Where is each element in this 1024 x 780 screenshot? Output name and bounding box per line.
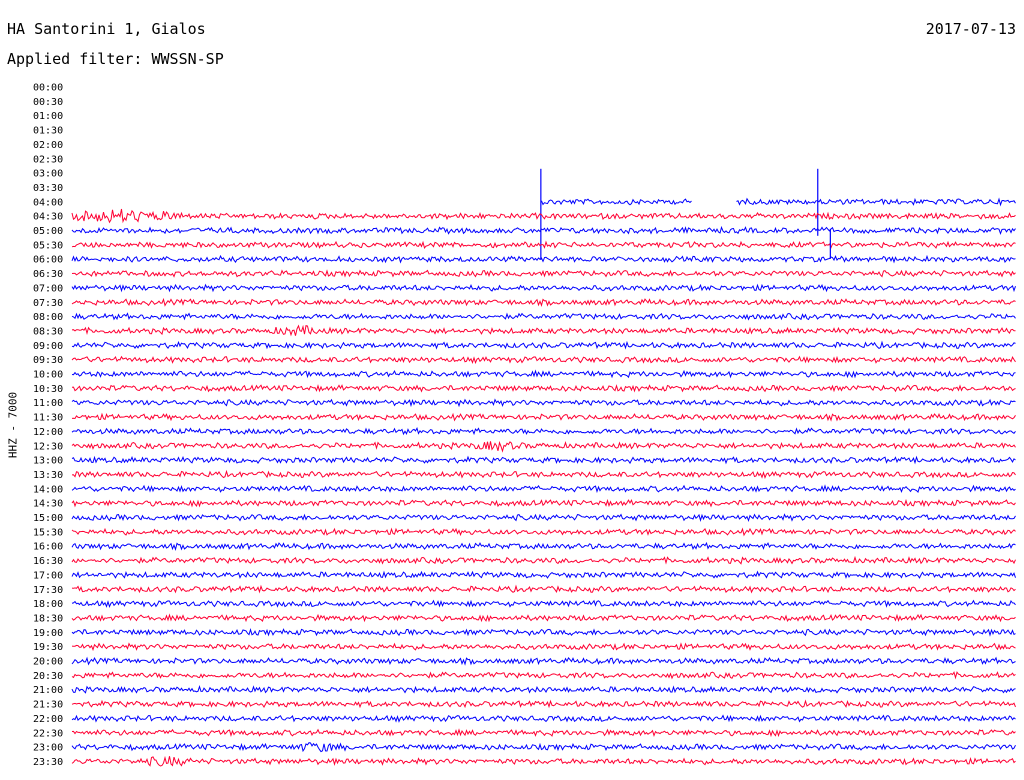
tick-label-1100: 11:00 bbox=[33, 398, 63, 409]
trace-1030 bbox=[71, 384, 1016, 393]
trace-1130 bbox=[71, 412, 1016, 422]
trace-1600 bbox=[71, 541, 1016, 551]
trace-1330 bbox=[71, 469, 1016, 479]
tick-label-1200: 12:00 bbox=[33, 427, 63, 438]
tick-label-1430: 14:30 bbox=[33, 499, 63, 510]
trace-1400 bbox=[71, 484, 1016, 494]
tick-label-0800: 08:00 bbox=[33, 312, 63, 323]
tick-label-1300: 13:00 bbox=[33, 456, 63, 467]
trace-1430 bbox=[71, 498, 1016, 508]
trace-1630 bbox=[71, 555, 1016, 565]
tick-label-0300: 03:00 bbox=[33, 169, 63, 180]
trace-0600 bbox=[71, 254, 1016, 264]
tick-label-2100: 21:00 bbox=[33, 685, 63, 696]
trace-2230 bbox=[71, 728, 1016, 738]
trace-2300 bbox=[71, 742, 1016, 753]
trace-2130 bbox=[71, 699, 1016, 709]
trace-2000 bbox=[71, 656, 1016, 666]
tick-label-1930: 19:30 bbox=[33, 642, 63, 653]
tick-label-2000: 20:00 bbox=[33, 657, 63, 668]
tick-label-0400: 04:00 bbox=[33, 197, 63, 208]
tick-label-0130: 01:30 bbox=[33, 126, 63, 137]
trace-0530 bbox=[71, 240, 1016, 249]
tick-label-1800: 18:00 bbox=[33, 599, 63, 610]
tick-label-1230: 12:30 bbox=[33, 441, 63, 452]
tick-label-1500: 15:00 bbox=[33, 513, 63, 524]
trace-1300 bbox=[71, 455, 1016, 465]
tick-label-0930: 09:30 bbox=[33, 355, 63, 366]
tick-label-0830: 08:30 bbox=[33, 326, 63, 337]
tick-label-1330: 13:30 bbox=[33, 470, 63, 481]
tick-label-1530: 15:30 bbox=[33, 527, 63, 538]
trace-2100 bbox=[71, 684, 1016, 694]
trace-1530 bbox=[71, 527, 1016, 537]
trace-0730 bbox=[71, 297, 1016, 307]
trace-1000 bbox=[71, 369, 1016, 379]
tick-label-0630: 06:30 bbox=[33, 269, 63, 280]
tick-label-1900: 19:00 bbox=[33, 628, 63, 639]
trace-1930 bbox=[71, 642, 1016, 652]
trace-1700 bbox=[71, 570, 1016, 579]
tick-label-0000: 00:00 bbox=[33, 83, 63, 94]
trace-1230 bbox=[71, 440, 1016, 453]
tick-label-1130: 11:30 bbox=[33, 413, 63, 424]
tick-label-1600: 16:00 bbox=[33, 542, 63, 553]
tick-label-0730: 07:30 bbox=[33, 298, 63, 309]
tick-label-2230: 22:30 bbox=[33, 728, 63, 739]
trace-0700 bbox=[71, 283, 1016, 293]
filter-label: Applied filter: WWSSN-SP bbox=[7, 50, 224, 68]
tick-label-0200: 02:00 bbox=[33, 140, 63, 151]
trace-1830 bbox=[71, 613, 1016, 623]
tick-label-2300: 23:00 bbox=[33, 743, 63, 754]
tick-label-2330: 23:30 bbox=[33, 757, 63, 768]
seismic-traces bbox=[71, 168, 1016, 767]
date-label: 2017-07-13 bbox=[925, 20, 1016, 38]
trace-1730 bbox=[71, 584, 1016, 594]
trace-0930 bbox=[71, 355, 1016, 365]
tick-label-0600: 06:00 bbox=[33, 255, 63, 266]
trace-2330 bbox=[71, 755, 1016, 767]
trace-0630 bbox=[71, 269, 1016, 278]
tick-label-0500: 05:00 bbox=[33, 226, 63, 237]
trace-1200 bbox=[71, 427, 1016, 436]
tick-label-0030: 00:30 bbox=[33, 97, 63, 108]
trace-1500 bbox=[71, 513, 1016, 523]
time-tick-labels: 00:00 00:30 01:00 01:30 02:00 02:30 03:00 03:30… bbox=[33, 83, 63, 768]
tick-label-0100: 01:00 bbox=[33, 111, 63, 122]
trace-0400 bbox=[541, 197, 1016, 207]
tick-label-0700: 07:00 bbox=[33, 283, 63, 294]
tick-label-2200: 22:00 bbox=[33, 714, 63, 725]
tick-label-1400: 14:00 bbox=[33, 484, 63, 495]
trace-0900 bbox=[71, 340, 1016, 350]
trace-0830 bbox=[71, 324, 1016, 337]
station-title: HA Santorini 1, Gialos bbox=[7, 20, 206, 38]
tick-label-0530: 05:30 bbox=[33, 240, 63, 251]
tick-label-1630: 16:30 bbox=[33, 556, 63, 567]
tick-label-1830: 18:30 bbox=[33, 613, 63, 624]
trace-2030 bbox=[71, 671, 1016, 680]
tick-label-0230: 02:30 bbox=[33, 154, 63, 165]
tick-label-1700: 17:00 bbox=[33, 570, 63, 581]
tick-label-0330: 03:30 bbox=[33, 183, 63, 194]
tick-label-2030: 20:30 bbox=[33, 671, 63, 682]
tick-label-0430: 04:30 bbox=[33, 212, 63, 223]
trace-0500 bbox=[71, 225, 1016, 235]
trace-1100 bbox=[71, 398, 1016, 408]
trace-0430 bbox=[71, 208, 1016, 224]
trace-0800 bbox=[71, 312, 1016, 321]
tick-label-2130: 21:30 bbox=[33, 700, 63, 711]
trace-2200 bbox=[71, 714, 1016, 723]
tick-label-1030: 10:30 bbox=[33, 384, 63, 395]
tick-label-1730: 17:30 bbox=[33, 585, 63, 596]
tick-label-1000: 10:00 bbox=[33, 370, 63, 381]
trace-1900 bbox=[71, 627, 1016, 637]
trace-1800 bbox=[71, 599, 1016, 609]
tick-label-0900: 09:00 bbox=[33, 341, 63, 352]
